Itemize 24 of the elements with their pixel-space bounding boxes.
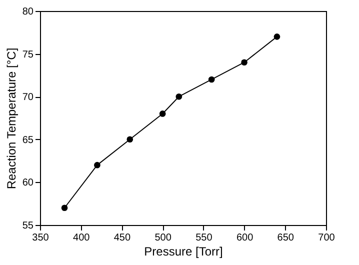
x-tick-label: 350 [32,232,50,244]
point [126,136,134,143]
y-tick-label: 80 [22,6,34,18]
point [274,34,280,40]
point [241,59,248,66]
y-axis-title: Reaction Temperature [°C] [4,48,18,190]
x-tick-label: 600 [236,232,254,244]
x-tick-label: 700 [318,232,336,244]
x-tick-label: 500 [154,232,172,244]
point [94,162,100,168]
x-tick-label: 550 [196,232,213,244]
x-axis-title: Pressure [Torr] [144,244,223,258]
point [61,204,68,212]
point [176,93,182,100]
y-tick-label: 60 [22,178,34,189]
point [159,110,166,117]
point [208,76,215,83]
x-tick-label: 450 [114,232,131,244]
y-tick-label: 65 [22,134,34,146]
y-tick-label: 70 [22,92,34,104]
x-tick-label: 400 [73,232,90,244]
y-tick-label: 55 [22,220,34,232]
y-tick-label: 75 [22,49,34,60]
x-tick-label: 650 [277,232,294,244]
